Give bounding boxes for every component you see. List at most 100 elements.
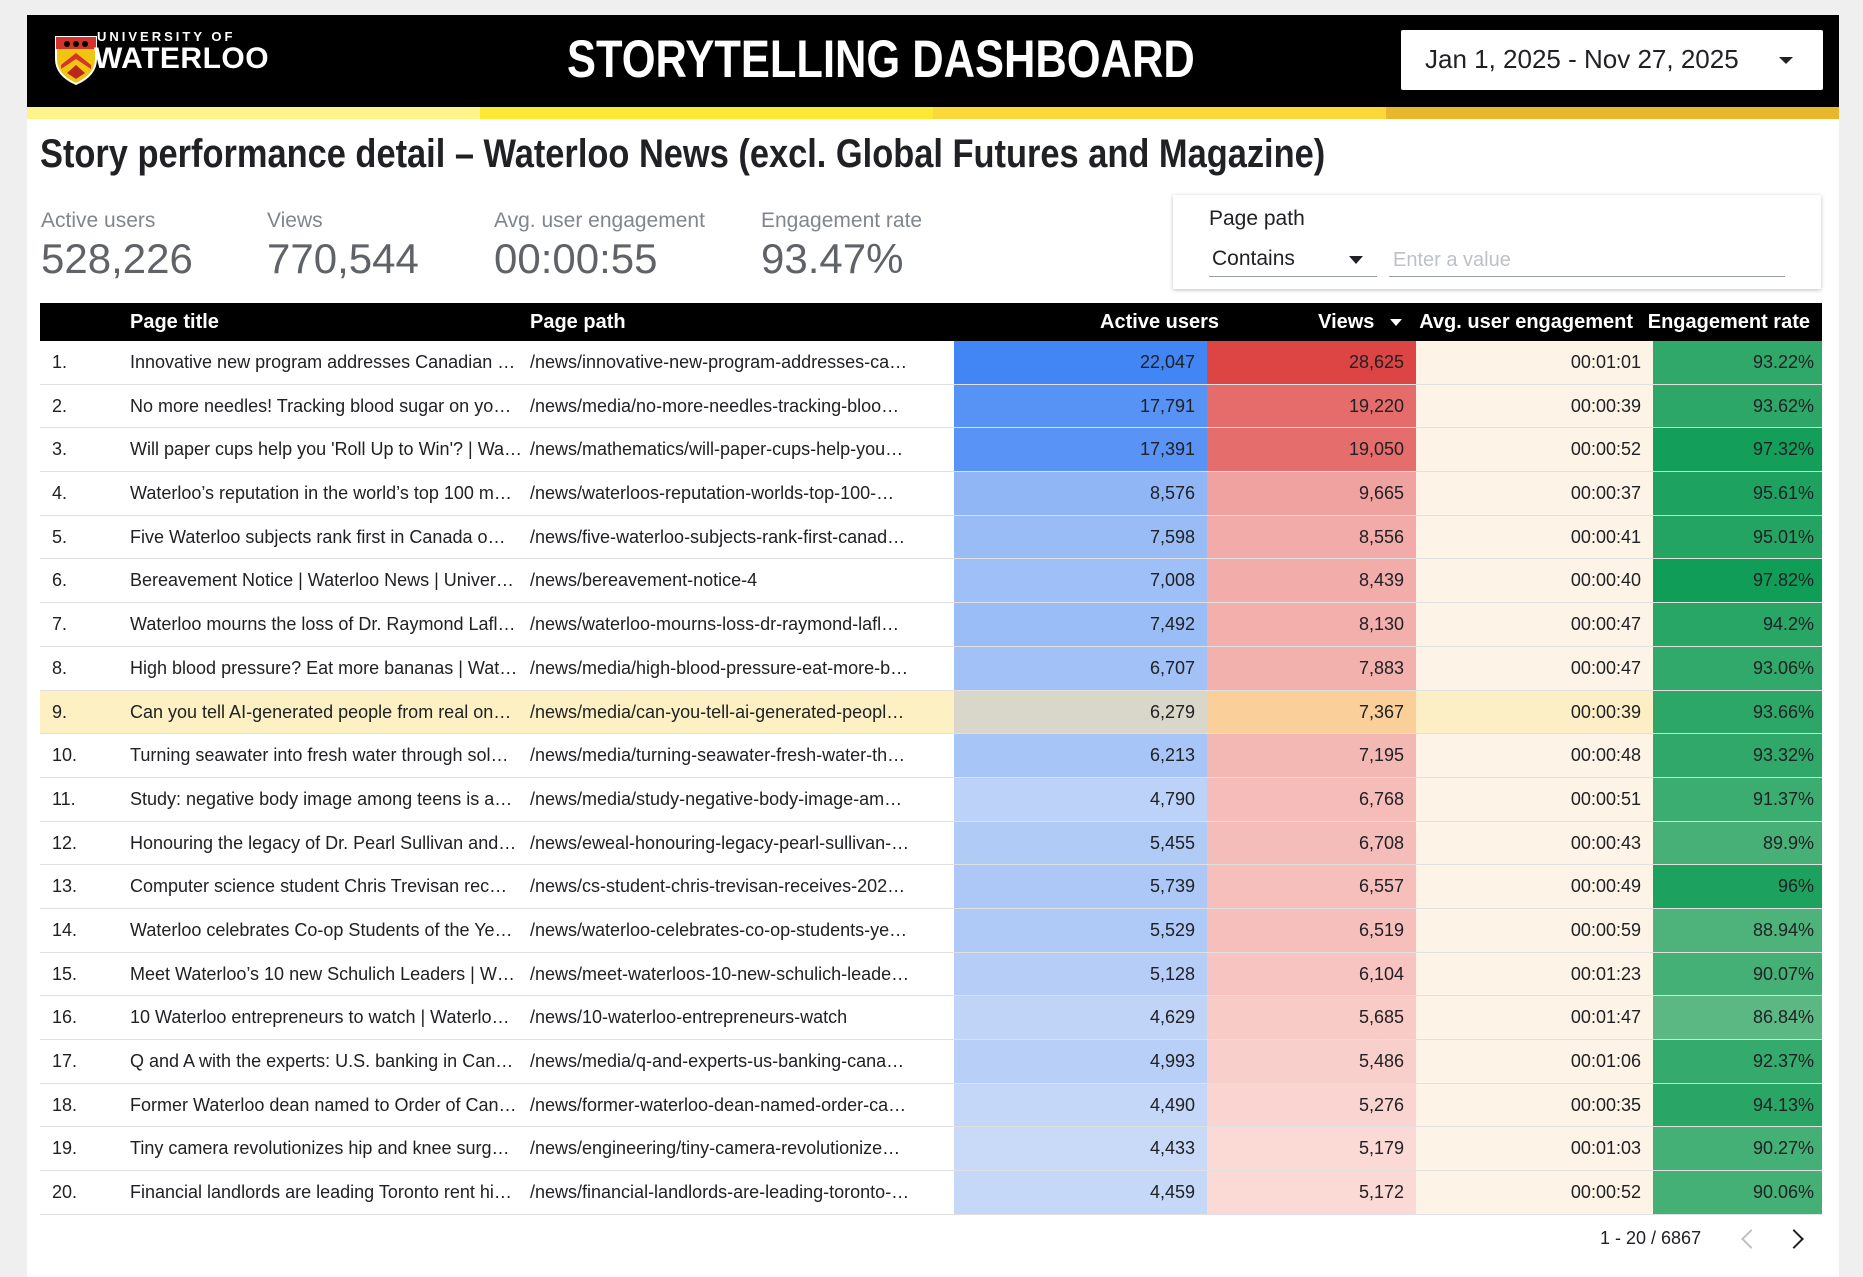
sort-desc-icon [1390, 319, 1402, 327]
column-header-path[interactable]: Page path [530, 311, 626, 333]
table-row[interactable]: 10. Turning seawater into fresh water thr… [40, 734, 1822, 778]
table-row[interactable]: 7. Waterloo mourns the loss of Dr. Raymon… [40, 603, 1822, 647]
table-row[interactable]: 18. Former Waterloo dean named to Order o… [40, 1083, 1822, 1128]
engagement-rate-cell: 93.66% [1653, 690, 1822, 734]
page-title-cell: Will paper cups help you 'Roll Up to Win… [130, 439, 523, 460]
column-header-avg-engagement[interactable]: Avg. user engagement [1419, 311, 1633, 333]
table-row[interactable]: 16. 10 Waterloo entrepreneurs to watch | … [40, 996, 1822, 1040]
table-row[interactable]: 11. Study: negative body image among teen… [40, 777, 1822, 822]
table-row[interactable]: 6. Bereavement Notice | Waterloo News | U… [40, 559, 1822, 604]
story-table: Page title Page path Active users Views … [40, 303, 1822, 1215]
table-row[interactable]: 5. Five Waterloo subjects rank first in C… [40, 515, 1822, 560]
page-title-cell: Q and A with the experts: U.S. banking i… [130, 1051, 514, 1071]
page-title-cell: Waterloo’s reputation in the world’s top… [130, 483, 512, 504]
page-path-cell: /news/waterloos-reputation-worlds-top-10… [530, 483, 895, 504]
scorecard-value: 770,544 [267, 235, 419, 282]
active-users-cell: 7,008 [954, 559, 1207, 603]
page-path-cell: /news/eweal-honouring-legacy-pearl-sulli… [530, 832, 910, 853]
table-row[interactable]: 12. Honouring the legacy of Dr. Pearl Sul… [40, 821, 1822, 866]
caret-down-icon [1779, 57, 1793, 64]
active-users-cell: 5,455 [954, 821, 1207, 865]
engagement-rate-cell: 90.27% [1653, 1127, 1822, 1171]
page-title-cell: Meet Waterloo’s 10 new Schulich Leaders … [130, 963, 515, 984]
active-users-cell: 7,492 [954, 603, 1207, 646]
page-title-cell: Five Waterloo subjects rank first in Can… [130, 526, 506, 547]
page-title-cell: Financial landlords are leading Toronto … [130, 1182, 512, 1203]
row-number: 5. [52, 526, 68, 547]
active-users-cell: 6,279 [954, 690, 1207, 734]
page-path-cell: /news/media/turning-seawater-fresh-water… [530, 745, 906, 766]
column-header-title[interactable]: Page title [130, 311, 219, 333]
avg-engagement-cell: 00:00:37 [1416, 472, 1653, 515]
views-cell: 5,685 [1207, 996, 1416, 1039]
table-row[interactable]: 15. Meet Waterloo’s 10 new Schulich Leade… [40, 952, 1822, 997]
views-cell: 28,625 [1207, 341, 1416, 384]
engagement-rate-cell: 93.22% [1653, 341, 1822, 384]
engagement-rate-cell: 94.13% [1653, 1083, 1822, 1127]
engagement-rate-cell: 94.2% [1653, 603, 1822, 646]
engagement-rate-cell: 95.01% [1653, 515, 1822, 559]
page-path-cell: /news/financial-landlords-are-leading-to… [530, 1182, 910, 1203]
page-title-cell: Former Waterloo dean named to Order of C… [130, 1094, 517, 1115]
active-users-cell: 4,790 [954, 777, 1207, 821]
filter-value-input[interactable] [1389, 245, 1785, 277]
caret-down-icon [1349, 256, 1363, 264]
page-title-cell: No more needles! Tracking blood sugar on… [130, 395, 512, 416]
active-users-cell: 8,576 [954, 472, 1207, 515]
views-cell: 6,708 [1207, 821, 1416, 865]
table-row[interactable]: 14. Waterloo celebrates Co-op Students of… [40, 908, 1822, 953]
active-users-cell: 22,047 [954, 341, 1207, 384]
table-row[interactable]: 2. No more needles! Tracking blood sugar … [40, 384, 1822, 429]
table-row[interactable]: 13. Computer science student Chris Trevis… [40, 865, 1822, 909]
row-number: 10. [52, 745, 78, 766]
page-title-cell: Turning seawater into fresh water throug… [130, 745, 509, 766]
crest-icon [55, 36, 97, 85]
row-number: 19. [52, 1138, 78, 1159]
logo-text-top: UNIVERSITY OF [97, 29, 236, 44]
views-cell: 8,556 [1207, 515, 1416, 559]
page-title-cell: Tiny camera revolutionizes hip and knee … [130, 1138, 510, 1159]
dashboard-title: STORYTELLING DASHBOARD [567, 30, 1195, 89]
column-header-views[interactable]: Views [1318, 303, 1402, 341]
table-row[interactable]: 17. Q and A with the experts: U.S. bankin… [40, 1040, 1822, 1084]
dashboard-page: UNIVERSITY OF WATERLOO STORYTELLING DASH… [27, 15, 1839, 1277]
scorecard-label: Views [267, 209, 323, 232]
column-header-active-users[interactable]: Active users [1100, 311, 1219, 333]
table-row[interactable]: 8. High blood pressure? Eat more bananas … [40, 646, 1822, 691]
date-range-picker[interactable]: Jan 1, 2025 - Nov 27, 2025 [1401, 30, 1823, 90]
page-title-cell: High blood pressure? Eat more bananas | … [130, 657, 518, 678]
views-cell: 19,220 [1207, 384, 1416, 428]
avg-engagement-cell: 00:00:39 [1416, 690, 1653, 734]
row-number: 8. [52, 657, 68, 678]
engagement-rate-cell: 88.94% [1653, 908, 1822, 952]
logo-text-main: WATERLOO [94, 42, 270, 75]
page-title-cell: Computer science student Chris Trevisan … [130, 876, 508, 897]
stripe-segment-2 [480, 107, 933, 119]
table-row[interactable]: 3. Will paper cups help you 'Roll Up to W… [40, 428, 1822, 473]
table-row[interactable]: 1. Innovative new program addresses Canad… [40, 341, 1822, 385]
column-header-engagement-rate[interactable]: Engagement rate [1647, 311, 1810, 333]
row-number: 20. [52, 1182, 78, 1203]
views-cell: 5,486 [1207, 1040, 1416, 1083]
filter-operator-select[interactable]: Contains [1209, 245, 1377, 277]
chevron-left-icon[interactable] [1741, 1229, 1761, 1249]
filter-operator-value: Contains [1212, 247, 1295, 270]
scorecard-label: Avg. user engagement [494, 209, 705, 232]
avg-engagement-cell: 00:01:23 [1416, 952, 1653, 996]
active-users-cell: 17,791 [954, 384, 1207, 428]
row-number: 13. [52, 876, 78, 897]
date-range-value: Jan 1, 2025 - Nov 27, 2025 [1425, 44, 1739, 74]
active-users-cell: 4,993 [954, 1040, 1207, 1083]
scorecard-value: 00:00:55 [494, 235, 658, 282]
scorecard-views: Views 770,544 [267, 209, 419, 283]
table-row[interactable]: 4. Waterloo’s reputation in the world’s t… [40, 472, 1822, 516]
engagement-rate-cell: 93.62% [1653, 384, 1822, 428]
active-users-cell: 4,433 [954, 1127, 1207, 1171]
chevron-right-icon[interactable] [1784, 1229, 1804, 1249]
active-users-cell: 6,213 [954, 734, 1207, 777]
table-row[interactable]: 20. Financial landlords are leading Toron… [40, 1171, 1822, 1215]
views-cell: 8,439 [1207, 559, 1416, 603]
table-row[interactable]: 19. Tiny camera revolutionizes hip and kn… [40, 1127, 1822, 1172]
page-title-cell: Bereavement Notice | Waterloo News | Uni… [130, 570, 514, 591]
table-row[interactable]: 9. Can you tell AI-generated people from … [40, 690, 1822, 735]
